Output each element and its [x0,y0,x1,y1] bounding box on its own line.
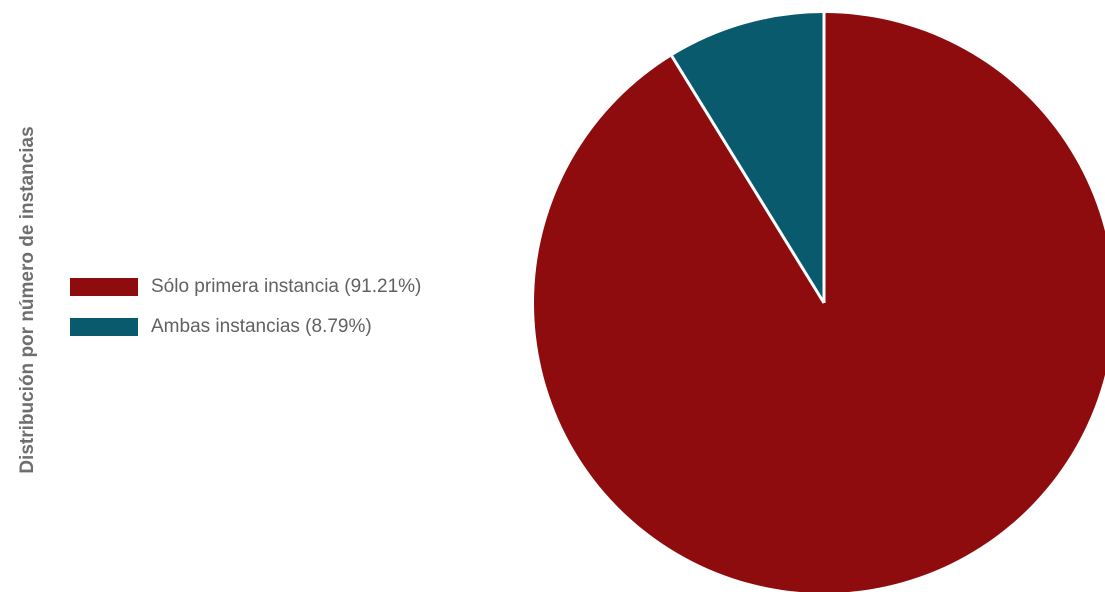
legend-item-ambas[interactable]: Ambas instancias (8.79%) [70,314,421,340]
legend-swatch [70,318,138,336]
pie-slice-0[interactable] [534,13,1105,592]
legend-item-solo-primera[interactable]: Sólo primera instancia (91.21%) [70,274,421,300]
legend: Sólo primera instancia (91.21%) Ambas in… [70,274,421,354]
legend-swatch [70,278,138,296]
legend-label: Ambas instancias (8.79%) [151,316,372,337]
slice-separator-1 [670,55,826,304]
legend-label: Sólo primera instancia (91.21%) [151,276,422,297]
pie-slice-1[interactable] [671,13,824,303]
